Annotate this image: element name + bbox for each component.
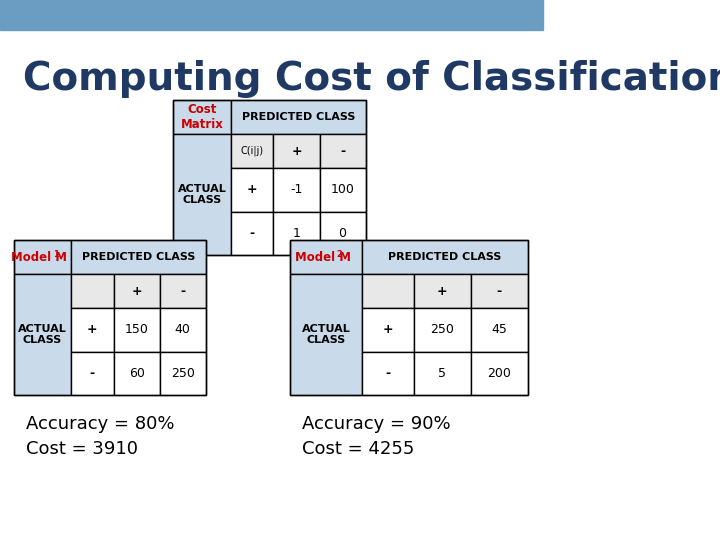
Bar (361, 240, 528, 274)
Text: 200: 200 (487, 367, 511, 380)
Text: Cost = 3910: Cost = 3910 (27, 440, 138, 458)
Text: 45: 45 (491, 323, 507, 336)
Bar (114, 308, 160, 352)
Bar (14, 240, 71, 274)
Bar (174, 134, 231, 255)
Text: Computing Cost of Classification: Computing Cost of Classification (22, 60, 720, 98)
Bar (71, 274, 114, 308)
Text: 5: 5 (438, 367, 446, 380)
Text: Cost = 4255: Cost = 4255 (302, 440, 414, 458)
Bar (174, 100, 366, 255)
Text: -: - (340, 145, 345, 158)
Text: -: - (90, 367, 95, 380)
Text: 100: 100 (330, 184, 354, 197)
Bar (471, 274, 528, 308)
Bar (361, 352, 414, 395)
Text: 150: 150 (125, 323, 148, 336)
Text: 2: 2 (336, 249, 343, 259)
Text: +: + (131, 285, 142, 298)
Text: ACTUAL
CLASS: ACTUAL CLASS (18, 324, 67, 346)
Text: C(i|j): C(i|j) (240, 146, 264, 157)
Text: 0: 0 (338, 227, 346, 240)
Bar (471, 308, 528, 352)
Bar (114, 352, 160, 395)
Bar (71, 240, 206, 274)
Bar (160, 308, 206, 352)
Bar (71, 352, 114, 395)
Bar (0, 0, 543, 30)
Bar (231, 134, 274, 168)
Text: ACTUAL
CLASS: ACTUAL CLASS (302, 324, 351, 346)
Bar (414, 352, 471, 395)
Text: -: - (180, 285, 185, 298)
Text: 60: 60 (129, 367, 145, 380)
Bar (274, 134, 320, 168)
Text: Accuracy = 90%: Accuracy = 90% (302, 415, 450, 433)
Bar (471, 352, 528, 395)
Bar (414, 274, 471, 308)
Text: -: - (385, 367, 390, 380)
Bar (361, 308, 414, 352)
Bar (320, 134, 366, 168)
Text: +: + (87, 323, 98, 336)
Bar (160, 352, 206, 395)
Text: Model M: Model M (12, 251, 68, 264)
Bar (71, 308, 114, 352)
Text: 1: 1 (292, 227, 300, 240)
Bar (14, 274, 71, 395)
Bar (160, 274, 206, 308)
Text: -: - (497, 285, 502, 298)
Text: +: + (291, 145, 302, 158)
Bar (274, 212, 320, 255)
Bar (114, 274, 160, 308)
Text: -1: -1 (290, 184, 302, 197)
Bar (414, 308, 471, 352)
Bar (174, 100, 231, 134)
Bar (274, 168, 320, 212)
Text: ACTUAL
CLASS: ACTUAL CLASS (178, 184, 227, 205)
Text: +: + (247, 184, 258, 197)
Bar (290, 240, 528, 395)
Text: 250: 250 (431, 323, 454, 336)
Bar (361, 274, 414, 308)
Text: Accuracy = 80%: Accuracy = 80% (27, 415, 175, 433)
Bar (231, 168, 274, 212)
Bar (231, 212, 274, 255)
Bar (14, 240, 206, 395)
Text: Model M: Model M (295, 251, 351, 264)
Bar (231, 100, 366, 134)
Text: PREDICTED CLASS: PREDICTED CLASS (242, 112, 355, 122)
Text: PREDICTED CLASS: PREDICTED CLASS (388, 252, 501, 262)
Text: 40: 40 (175, 323, 191, 336)
Text: -: - (250, 227, 255, 240)
Text: +: + (382, 323, 393, 336)
Text: 1: 1 (53, 249, 59, 259)
Bar (290, 274, 361, 395)
Bar (320, 168, 366, 212)
Text: Cost
Matrix: Cost Matrix (181, 103, 224, 131)
Text: +: + (437, 285, 448, 298)
Text: PREDICTED CLASS: PREDICTED CLASS (82, 252, 195, 262)
Bar (320, 212, 366, 255)
Bar (290, 240, 361, 274)
Text: 250: 250 (171, 367, 194, 380)
